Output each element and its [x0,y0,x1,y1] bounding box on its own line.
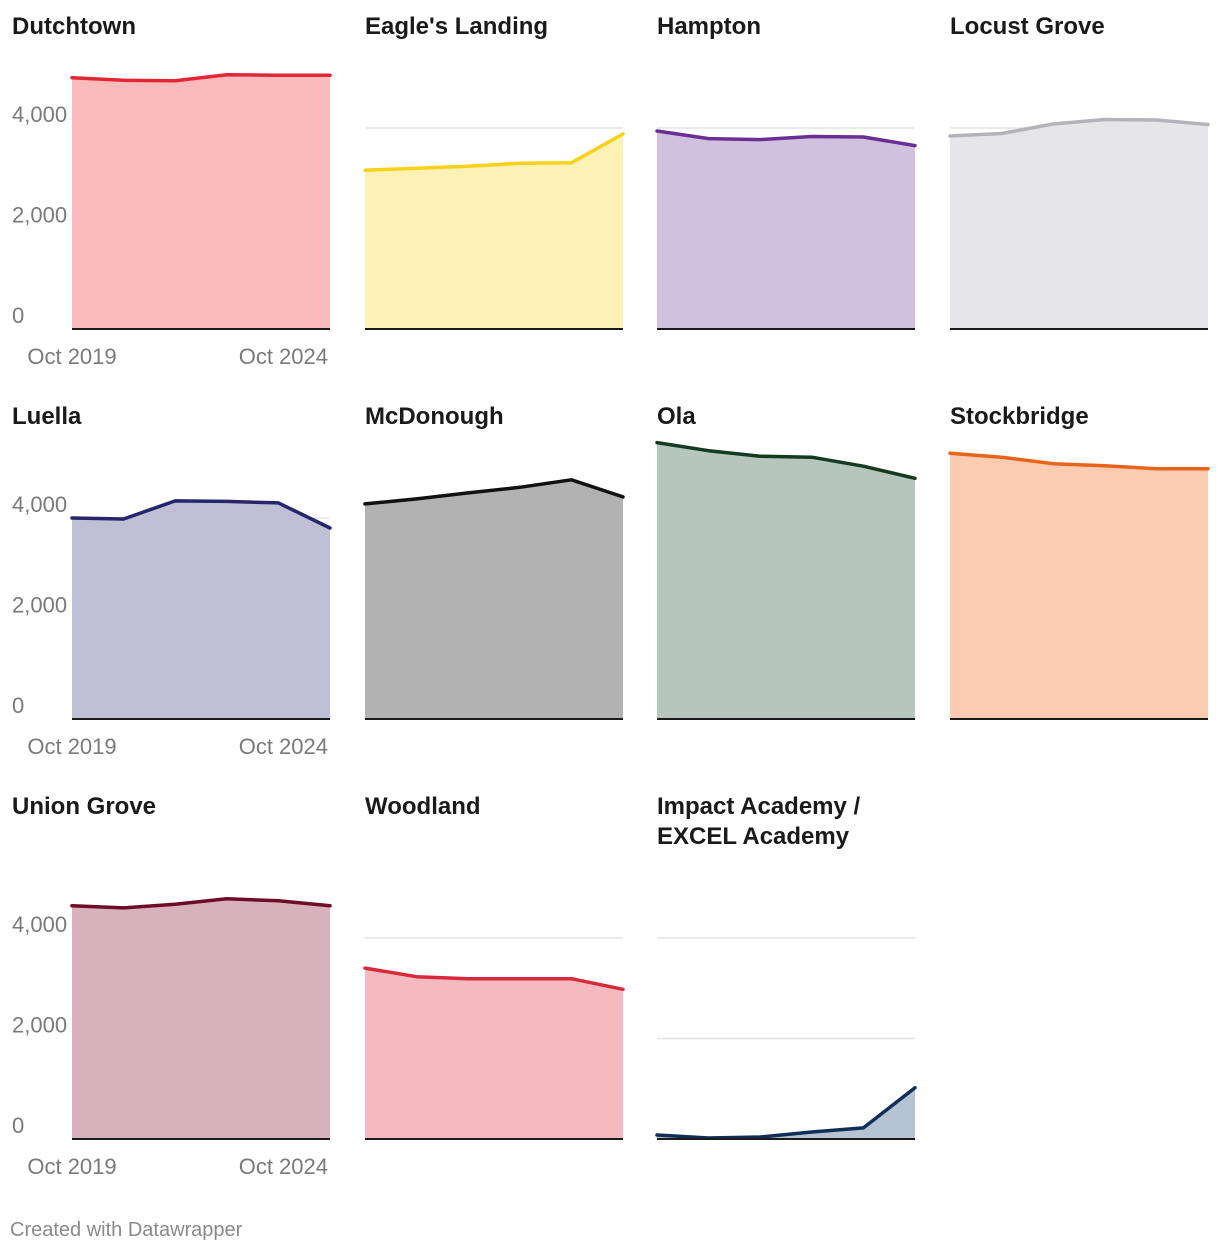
panel-title-line: Luella [12,403,82,430]
line-mcdonough [363,478,625,506]
line-union-grove [70,897,332,910]
panel-title-line: Impact Academy / [657,793,861,820]
line-hampton [655,129,917,148]
credit-text: Created with Datawrapper [10,1219,243,1241]
x-tick-label: Oct 2019 [27,1154,116,1179]
panel-ola: Ola [655,403,917,720]
line-stockbridge [948,451,1210,471]
panel-title: Hampton [657,13,761,40]
panel-title: Ola [657,403,696,430]
panel-luella: Luella 0 2,000 4,000 Oct 2019 Oct 2024 [12,403,332,759]
y-tick-label: 2,000 [12,203,67,228]
x-tick-label: Oct 2024 [239,1154,328,1179]
panel-title-line: Union Grove [12,793,156,820]
line-eagle-s-landing [363,132,625,172]
area-stockbridge [950,453,1208,719]
area-ola [657,442,915,719]
area-impact-academy-excel-academy [657,1087,915,1139]
line-impact-academy-excel-academy [655,1085,917,1140]
y-tick-label: 4,000 [12,492,67,517]
x-tick-label: Oct 2019 [27,734,116,759]
y-tick-label: 0 [12,693,24,718]
y-tick-label: 4,000 [12,102,67,127]
area-dutchtown [72,74,330,329]
panel-woodland: Woodland [363,793,625,1140]
panel-stockbridge: Stockbridge [948,403,1210,720]
panel-title-line: Dutchtown [12,13,136,40]
panel-title: Eagle's Landing [365,13,548,40]
panel-mcdonough: McDonough [363,403,625,720]
panel-title: Dutchtown [12,13,136,40]
panel-title-line: Hampton [657,13,761,40]
panel-eagle-s-landing: Eagle's Landing [363,13,625,330]
line-dutchtown [70,72,332,83]
panel-hampton: Hampton [655,13,917,330]
area-luella [72,500,330,719]
y-tick-label: 2,000 [12,1013,67,1038]
x-tick-label: Oct 2024 [239,734,328,759]
panel-title-line: Woodland [365,793,481,820]
panel-title: Woodland [365,793,481,820]
panel-title-line: Ola [657,403,696,430]
y-tick-label: 2,000 [12,593,67,618]
y-tick-label: 4,000 [12,912,67,937]
panel-title-line: Locust Grove [950,13,1105,40]
area-hampton [657,131,915,329]
area-mcdonough [365,479,623,719]
area-woodland [365,968,623,1139]
panel-locust-grove: Locust Grove [948,13,1210,330]
small-multiples-chart: Dutchtown 0 2,000 4,000 Oct 2019 Oct 2024 Eagl… [12,13,1210,1179]
line-luella [70,499,332,530]
panel-title: Luella [12,403,82,430]
line-woodland [363,966,625,992]
panel-title-line: Stockbridge [950,403,1089,430]
panel-title-line: Eagle's Landing [365,13,548,40]
area-locust-grove [950,119,1208,329]
area-union-grove [72,898,330,1139]
panel-title-line: EXCEL Academy [657,823,850,850]
panel-union-grove: Union Grove 0 2,000 4,000 Oct 2019 Oct 2024 [12,793,332,1179]
panel-impact-academy-excel-academy: Impact Academy / EXCEL Academy [655,793,917,1140]
y-tick-label: 0 [12,1113,24,1138]
y-tick-label: 0 [12,303,24,328]
panel-title: Stockbridge [950,403,1089,430]
x-tick-label: Oct 2019 [27,344,116,369]
panel-title: Union Grove [12,793,156,820]
x-tick-label: Oct 2024 [239,344,328,369]
panel-title: Locust Grove [950,13,1105,40]
area-eagle-s-landing [365,134,623,329]
panel-title-line: McDonough [365,403,504,430]
line-locust-grove [948,117,1210,138]
panel-title: McDonough [365,403,504,430]
panel-title: Impact Academy / EXCEL Academy [657,793,861,850]
panel-dutchtown: Dutchtown 0 2,000 4,000 Oct 2019 Oct 2024 [12,13,332,369]
line-ola [655,440,917,481]
